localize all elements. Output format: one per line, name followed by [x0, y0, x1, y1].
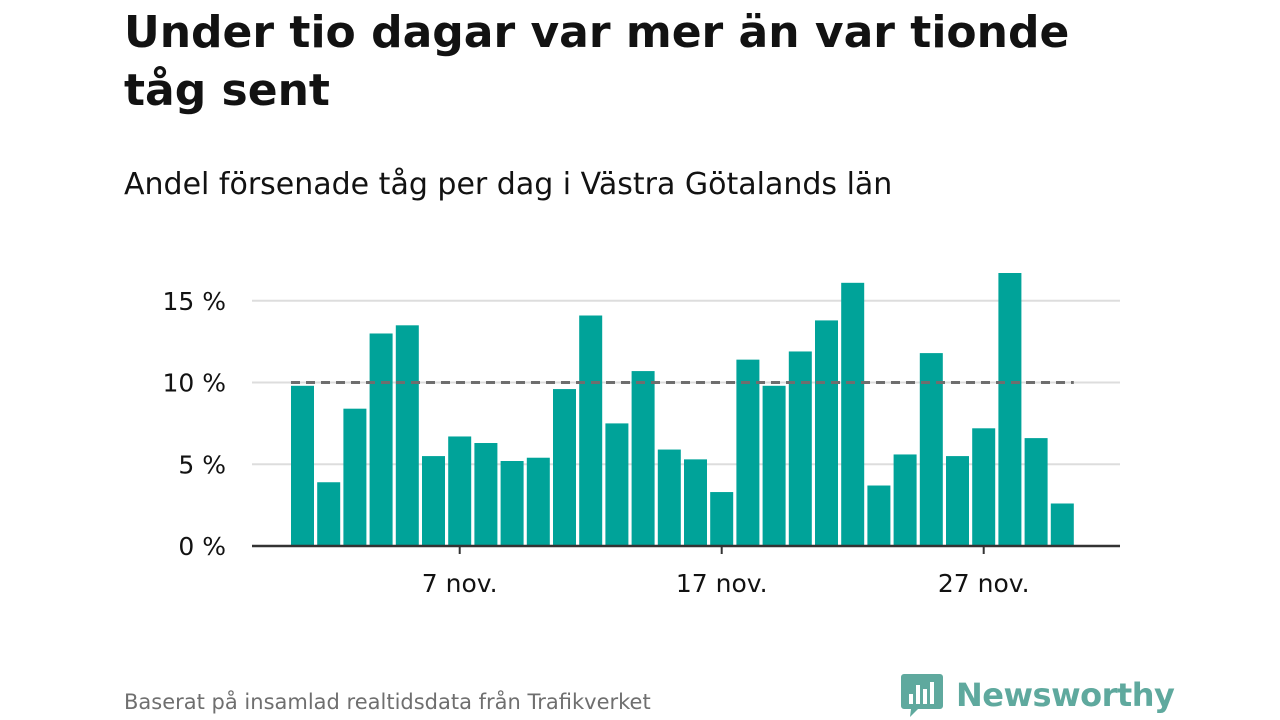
y-tick-label: 15 %	[162, 287, 226, 316]
y-tick-label: 5 %	[178, 450, 226, 479]
bar-16	[684, 459, 707, 546]
bar-11	[553, 389, 576, 546]
bar-3	[343, 408, 367, 546]
chart-title: Under tio dagar var mer än var tionde tå…	[124, 7, 1070, 116]
bar-1	[291, 385, 314, 546]
bar-28	[998, 273, 1022, 546]
bar-19	[762, 385, 786, 546]
chart-subtitle: Andel försenade tåg per dag i Västra Göt…	[124, 167, 893, 202]
bar-5	[395, 325, 419, 546]
bar-10	[526, 457, 550, 546]
bar-7	[448, 436, 472, 546]
bar-8	[474, 443, 498, 546]
bar-25	[919, 353, 943, 546]
bar-29	[1024, 438, 1048, 546]
bar-6	[422, 456, 445, 546]
bar-26	[946, 456, 969, 546]
x-tick-label: 7 nov.	[422, 569, 498, 598]
bar-22	[841, 282, 865, 546]
bar-15	[657, 449, 681, 546]
bar-21	[815, 320, 838, 546]
bar-23	[867, 485, 891, 546]
brand-name: Newsworthy	[956, 676, 1175, 714]
bar-13	[605, 423, 629, 546]
bar-30	[1050, 503, 1074, 546]
brand: Newsworthy	[900, 670, 1175, 720]
y-tick-label: 10 %	[162, 369, 226, 398]
bar-14	[631, 371, 655, 546]
bar-12	[579, 315, 603, 546]
x-tick-label: 17 nov.	[676, 569, 768, 598]
bar-2	[317, 482, 341, 546]
bar-24	[893, 454, 917, 546]
bar-chart-speech-bubble-icon	[901, 674, 943, 717]
bar-27	[972, 428, 996, 546]
y-tick-label: 0 %	[178, 532, 226, 561]
bar-17	[710, 492, 734, 546]
bar-9	[500, 460, 524, 546]
bar-18	[736, 359, 760, 546]
bar-4	[369, 333, 393, 546]
bar-layer	[291, 273, 1074, 546]
source-note: Baserat på insamlad realtidsdata från Tr…	[124, 690, 651, 714]
bar-20	[788, 351, 812, 546]
axis-layer: 0 % 5 % 10 % 15 % 7 nov. 17 nov. 27 nov.	[162, 287, 1120, 598]
x-tick-label: 27 nov.	[938, 569, 1030, 598]
